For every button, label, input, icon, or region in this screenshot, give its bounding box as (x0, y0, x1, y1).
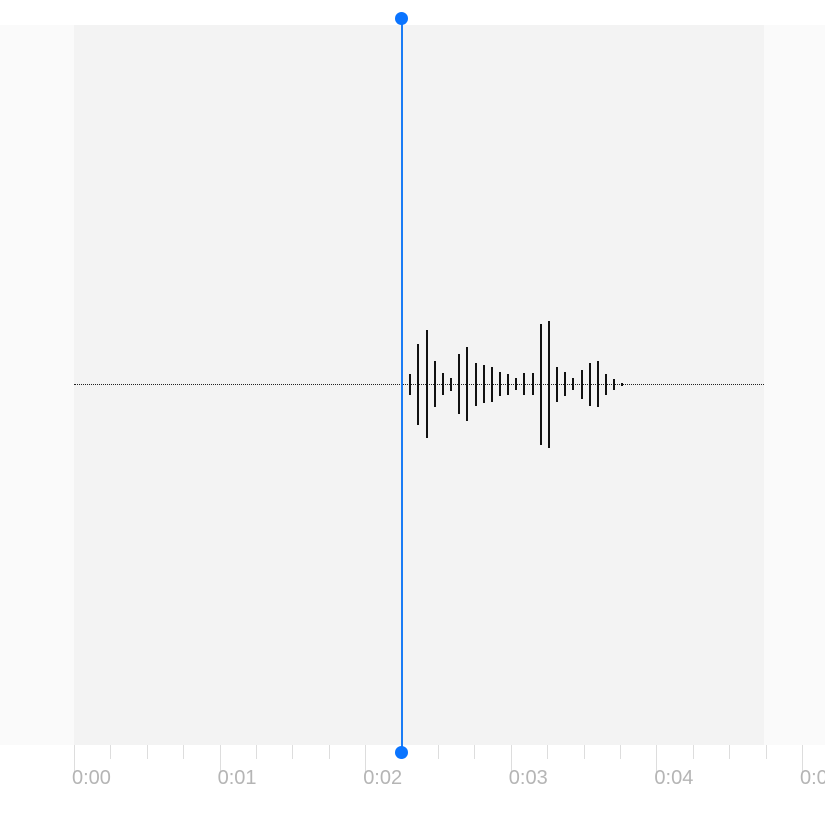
playhead[interactable] (400, 18, 403, 752)
waveform-bar (433, 361, 436, 407)
waveform-bar (523, 373, 526, 395)
waveform-bar (507, 373, 510, 395)
major-tick (74, 745, 75, 773)
waveform-bar (441, 373, 444, 395)
waveform-bar (515, 378, 518, 390)
major-tick (802, 745, 803, 773)
waveform-bar (572, 378, 575, 390)
waveform-bar (564, 372, 567, 396)
minor-tick (292, 745, 294, 759)
time-label: 0:01 (217, 767, 257, 789)
time-label: 0:05 (800, 767, 825, 789)
waveform-bar (605, 373, 608, 395)
waveform-bar (482, 365, 485, 403)
playhead-bottom-handle[interactable] (395, 746, 409, 759)
waveform-bar (531, 373, 534, 395)
minor-tick (110, 745, 112, 759)
time-label: 0:04 (654, 767, 694, 789)
major-tick (510, 745, 512, 773)
minor-tick (146, 745, 148, 759)
major-tick (656, 745, 658, 773)
waveform-bar (490, 366, 493, 402)
waveform-bar (547, 320, 550, 448)
minor-tick (474, 745, 476, 759)
waveform-bar (539, 323, 542, 445)
time-label: 0:00 (72, 767, 111, 789)
timeline-ruler[interactable]: 0:00 0:01 0:02 0:03 0:04 0:05 (0, 745, 825, 825)
waveform-bar (450, 377, 453, 391)
minor-tick (256, 745, 257, 759)
waveform-bar (613, 378, 616, 390)
minor-tick (438, 745, 439, 759)
waveform-bar (556, 366, 559, 402)
waveform-bar (580, 369, 583, 399)
waveform-bar (474, 362, 477, 406)
minor-tick (692, 745, 694, 759)
time-label: 0:02 (363, 767, 403, 789)
waveform-bar (588, 362, 591, 406)
playhead-top-handle[interactable] (395, 12, 409, 25)
minor-tick (620, 745, 621, 759)
minor-tick (729, 745, 731, 759)
waveform-bar (499, 372, 502, 396)
waveform-bar (425, 330, 428, 438)
major-tick (365, 745, 367, 773)
waveform-bar (409, 373, 412, 395)
waveform-bar (458, 354, 461, 414)
time-label: 0:03 (508, 767, 548, 789)
minor-tick (765, 745, 767, 759)
minor-tick (183, 745, 185, 759)
waveform-bar (621, 382, 624, 386)
major-tick (219, 745, 221, 773)
minor-tick (328, 745, 330, 759)
minor-tick (583, 745, 585, 759)
waveform-bar (417, 343, 420, 425)
minor-tick (547, 745, 549, 759)
waveform-bar (596, 361, 599, 407)
waveform-bar (466, 347, 469, 421)
